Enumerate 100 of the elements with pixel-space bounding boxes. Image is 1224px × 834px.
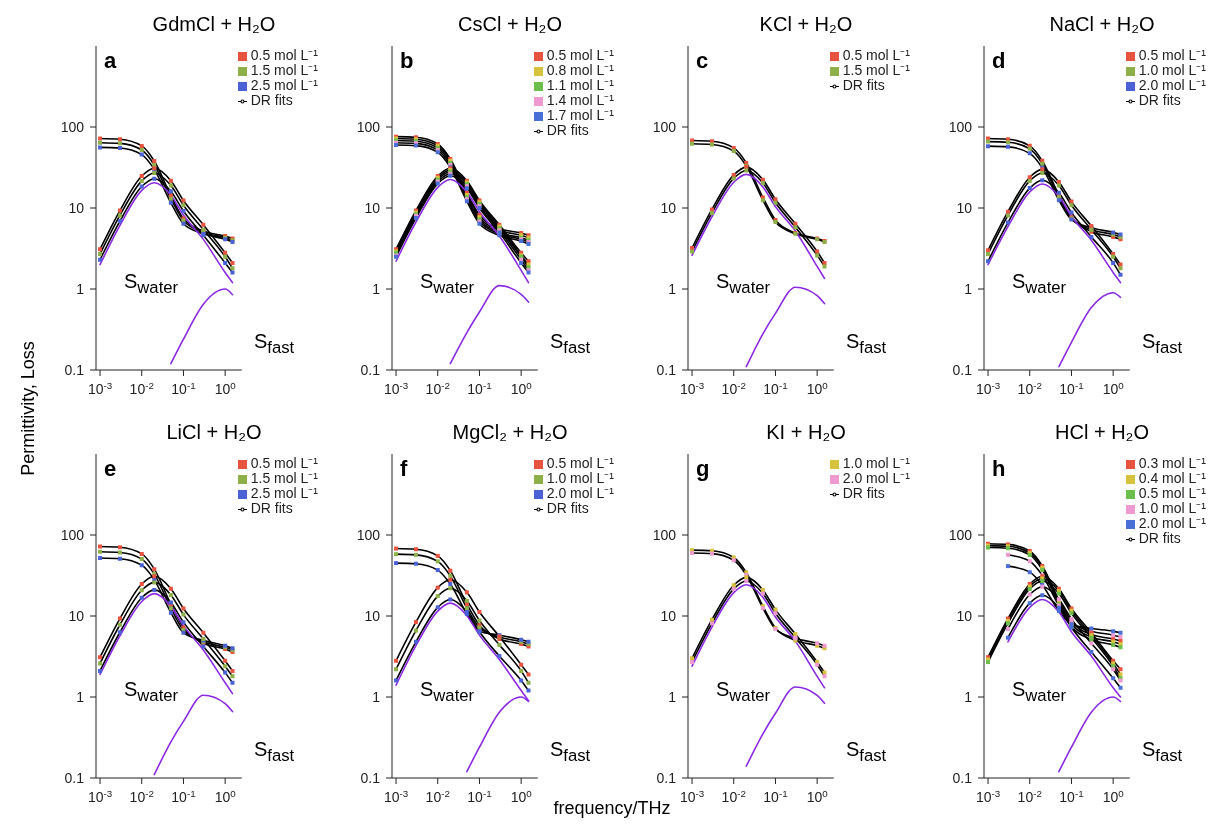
y-tick-label: 0.1 [952, 770, 973, 786]
x-tick-label: 10$^{-2}$ [1017, 379, 1042, 397]
x-tick-label: 10$^{-3}$ [679, 379, 705, 397]
legend-label: 2.5 mol L⁻¹ [250, 77, 318, 93]
legend-label: 2.0 mol L⁻¹ [842, 470, 910, 486]
legend-label: DR fits [842, 77, 885, 93]
legend-label: 1.0 mol L⁻¹ [1138, 500, 1206, 516]
y-tick-label: 1 [76, 281, 85, 297]
legend-label: DR fits [842, 485, 885, 501]
y-tick-label: 10 [956, 608, 973, 624]
chart-title: KCl + H₂O [758, 12, 854, 37]
x-tick-label: 10$^{-2}$ [129, 379, 154, 397]
annotation: S$_{water}$ [124, 678, 179, 706]
legend-label: DR fits [546, 122, 589, 138]
legend-label: 0.5 mol L⁻¹ [1138, 485, 1206, 501]
y-tick-label: 0.1 [64, 770, 85, 786]
legend-label: 1.0 mol L⁻¹ [1138, 62, 1206, 78]
y-tick-label: 100 [948, 119, 973, 135]
y-tick-label: 0.1 [656, 362, 677, 378]
y-tick-label: 10 [364, 200, 381, 216]
legend-label: 0.5 mol L⁻¹ [1138, 47, 1206, 63]
y-tick-label: 100 [652, 119, 677, 135]
y-tick-label: 0.1 [360, 770, 381, 786]
x-tick-label: 10$^{-3}$ [383, 379, 409, 397]
text: S$_{fast}$ [846, 738, 887, 766]
legend-label: 1.0 mol L⁻¹ [546, 470, 614, 486]
y-tick-label: 10 [956, 200, 973, 216]
annotation: g [696, 456, 710, 482]
legend-label: 0.5 mol L⁻¹ [546, 47, 614, 63]
annotation: S$_{water}$ [716, 270, 771, 298]
x-tick-label: 10$^{-1}$ [467, 379, 492, 397]
x-tick-label: 10$^{-2}$ [1017, 787, 1042, 805]
x-tick-label: 10$^{-1}$ [763, 787, 788, 805]
y-tick-label: 1 [372, 689, 381, 705]
legend-label: 1.4 mol L⁻¹ [546, 92, 614, 108]
legend-label: 0.8 mol L⁻¹ [546, 62, 614, 78]
chart-title: GdmCl + H₂O [151, 12, 277, 37]
legend-label: DR fits [546, 500, 589, 516]
x-tick-label: 10$^{0}$ [510, 787, 533, 805]
legend-label: 1.7 mol L⁻¹ [546, 107, 614, 123]
text: S$_{fast}$ [1142, 738, 1183, 766]
x-tick-label: 10$^{-2}$ [129, 787, 154, 805]
annotation: S$_{water}$ [1012, 678, 1067, 706]
chart-title: CsCl + H₂O [457, 12, 563, 37]
annotation: S$_{water}$ [420, 270, 475, 298]
y-tick-label: 0.1 [952, 362, 973, 378]
text: S$_{fast}$ [550, 330, 591, 358]
legend-label: DR fits [250, 92, 293, 108]
y-tick-label: 100 [948, 527, 973, 543]
y-tick-label: 1 [372, 281, 381, 297]
x-tick-label: 10$^{0}$ [806, 379, 829, 397]
legend-label: 0.5 mol L⁻¹ [250, 455, 318, 471]
y-tick-label: 1 [668, 689, 677, 705]
legend-label: DR fits [250, 500, 293, 516]
x-tick-label: 10$^{-2}$ [425, 787, 450, 805]
legend-label: 0.5 mol L⁻¹ [546, 455, 614, 471]
legend-label: 2.0 mol L⁻¹ [1138, 77, 1206, 93]
legend-label: DR fits [1138, 530, 1181, 546]
x-tick-label: 10$^{0}$ [1102, 379, 1125, 397]
y-tick-label: 10 [68, 200, 85, 216]
x-tick-label: 10$^{-1}$ [763, 379, 788, 397]
y-tick-label: 1 [76, 689, 85, 705]
x-tick-label: 10$^{-3}$ [383, 787, 409, 805]
chart-title: KI + H₂O [765, 420, 847, 445]
legend-label: 2.0 mol L⁻¹ [546, 485, 614, 501]
x-tick-label: 10$^{-3}$ [679, 787, 705, 805]
y-axis-title: Permittivity, Loss [17, 340, 39, 478]
text: S$_{fast}$ [254, 330, 295, 358]
annotation: a [104, 48, 117, 74]
x-tick-label: 10$^{-1}$ [171, 787, 196, 805]
chart-title: HCl + H₂O [1054, 420, 1150, 445]
y-tick-label: 10 [68, 608, 85, 624]
y-tick-label: 0.1 [360, 362, 381, 378]
y-tick-label: 100 [60, 527, 85, 543]
x-tick-label: 10$^{0}$ [214, 787, 237, 805]
y-tick-label: 100 [60, 119, 85, 135]
x-tick-label: 10$^{-3}$ [87, 379, 113, 397]
legend-label: 1.5 mol L⁻¹ [250, 62, 318, 78]
annotation: S$_{water}$ [716, 678, 771, 706]
legend-label: 1.5 mol L⁻¹ [842, 62, 910, 78]
x-tick-label: 10$^{-1}$ [1059, 379, 1084, 397]
annotation: S$_{water}$ [124, 270, 179, 298]
x-tick-label: 10$^{-2}$ [721, 379, 746, 397]
x-tick-label: 10$^{0}$ [510, 379, 533, 397]
y-tick-label: 1 [964, 689, 973, 705]
legend-label: 0.3 mol L⁻¹ [1138, 455, 1206, 471]
x-tick-label: 10$^{-1}$ [1059, 787, 1084, 805]
legend-label: 0.5 mol L⁻¹ [250, 47, 318, 63]
legend-label: 2.0 mol L⁻¹ [1138, 515, 1206, 531]
y-tick-label: 0.1 [64, 362, 85, 378]
y-tick-label: 1 [964, 281, 973, 297]
y-tick-label: 1 [668, 281, 677, 297]
x-tick-label: 10$^{-3}$ [975, 787, 1001, 805]
text: S$_{fast}$ [846, 330, 887, 358]
x-tick-label: 10$^{-1}$ [467, 787, 492, 805]
annotation: e [104, 456, 117, 482]
legend-label: DR fits [1138, 92, 1181, 108]
chart-title: MgCl₂ + H₂O [451, 420, 569, 445]
y-tick-label: 10 [660, 200, 677, 216]
annotation: c [696, 48, 709, 74]
